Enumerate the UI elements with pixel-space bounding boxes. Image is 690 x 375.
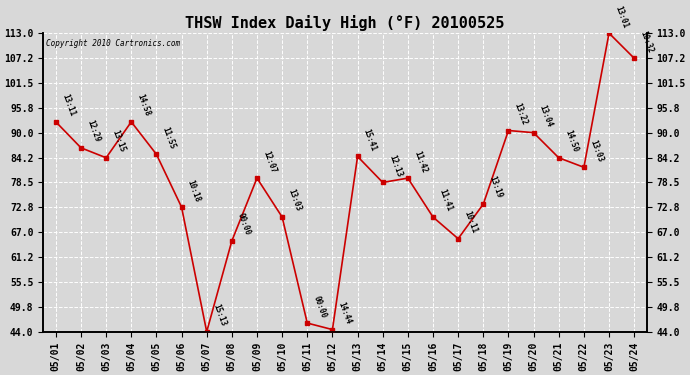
Text: Copyright 2010 Cartronics.com: Copyright 2010 Cartronics.com bbox=[46, 39, 180, 48]
Text: 14:50: 14:50 bbox=[563, 129, 580, 154]
Title: THSW Index Daily High (°F) 20100525: THSW Index Daily High (°F) 20100525 bbox=[186, 15, 504, 31]
Text: 13:19: 13:19 bbox=[487, 175, 504, 200]
Text: 14:44: 14:44 bbox=[337, 301, 353, 326]
Text: 10:18: 10:18 bbox=[186, 178, 202, 203]
Text: 10:11: 10:11 bbox=[462, 210, 479, 234]
Text: 15:13: 15:13 bbox=[211, 303, 227, 328]
Text: 13:03: 13:03 bbox=[588, 138, 604, 163]
Text: 13:22: 13:22 bbox=[513, 102, 529, 126]
Text: 12:07: 12:07 bbox=[261, 149, 277, 174]
Text: 13:15: 13:15 bbox=[110, 129, 127, 154]
Text: 00:00: 00:00 bbox=[236, 212, 253, 237]
Text: 13:03: 13:03 bbox=[286, 188, 303, 213]
Text: 12:29: 12:29 bbox=[85, 119, 101, 144]
Text: 13:01: 13:01 bbox=[613, 4, 629, 29]
Text: 10:32: 10:32 bbox=[638, 29, 655, 54]
Text: 15:41: 15:41 bbox=[362, 128, 378, 152]
Text: 00:00: 00:00 bbox=[311, 294, 328, 319]
Text: 11:41: 11:41 bbox=[437, 188, 453, 213]
Text: 14:58: 14:58 bbox=[135, 93, 152, 118]
Text: 13:04: 13:04 bbox=[538, 104, 554, 129]
Text: 11:55: 11:55 bbox=[161, 125, 177, 150]
Text: 13:11: 13:11 bbox=[60, 93, 77, 118]
Text: 11:42: 11:42 bbox=[412, 149, 428, 174]
Text: 12:13: 12:13 bbox=[387, 153, 403, 178]
